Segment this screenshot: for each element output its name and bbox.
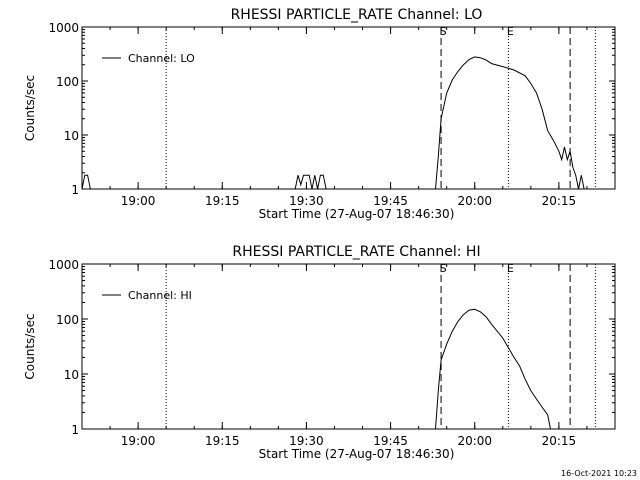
- chart-2-legend-label-0: Channel: HI: [128, 289, 192, 302]
- chart-1-xtick-label-0: 19:00: [121, 194, 156, 208]
- chart-1-ytick-label-2: 100: [56, 75, 79, 89]
- chart-1-xlabel: Start Time (27-Aug-07 18:46:30): [259, 207, 455, 221]
- chart-2-ylabel: Counts/sec: [23, 313, 37, 379]
- chart-2-title: RHESSI PARTICLE_RATE Channel: HI: [232, 244, 480, 260]
- chart-2-ytick-label-0: 1: [71, 423, 79, 437]
- chart-1-vline-label-1: S: [440, 25, 447, 38]
- chart-2: RHESSI PARTICLE_RATE Channel: HI 1 10 100 10…: [23, 244, 616, 461]
- chart-1-series-line-0: [81, 56, 585, 190]
- chart-1-ylabel: Counts/sec: [23, 75, 37, 141]
- chart-1-vline-label-2: E: [507, 25, 514, 38]
- chart-2-xtick-label-1: 19:15: [205, 434, 240, 448]
- chart-2-xtick-label-2: 19:30: [289, 434, 324, 448]
- chart-1-ytick-label-3: 1000: [48, 21, 79, 35]
- chart-1-title: RHESSI PARTICLE_RATE Channel: LO: [231, 7, 483, 23]
- chart-2-vline-label-2: E: [507, 262, 514, 275]
- chart-1-xtick-label-5: 20:15: [542, 194, 577, 208]
- chart-2-xtick-label-4: 20:00: [457, 434, 492, 448]
- chart-2-ytick-label-3: 1000: [48, 258, 79, 272]
- chart-1-xtick-label-3: 19:45: [373, 194, 408, 208]
- footer-timestamp: 16-Oct-2021 10:23: [561, 469, 637, 478]
- chart-2-xlabel: Start Time (27-Aug-07 18:46:30): [259, 447, 455, 461]
- chart-1-xtick-label-4: 20:00: [457, 194, 492, 208]
- chart-1: RHESSI PARTICLE_RATE Channel: LO 1 10 100 10…: [23, 7, 616, 221]
- chart-1-legend-label-0: Channel: LO: [128, 52, 195, 65]
- chart-2-series-line-0: [435, 308, 551, 430]
- chart-1-ytick-label-0: 1: [71, 183, 79, 197]
- chart-1-xtick-label-2: 19:30: [289, 194, 324, 208]
- chart-2-vline-label-1: S: [440, 262, 447, 275]
- chart-1-xtick-label-1: 19:15: [205, 194, 240, 208]
- chart-2-xtick-label-3: 19:45: [373, 434, 408, 448]
- chart-2-xtick-label-5: 20:15: [542, 434, 577, 448]
- chart-2-frame: [81, 263, 616, 430]
- chart-2-xtick-label-0: 19:00: [121, 434, 156, 448]
- chart-2-ytick-label-1: 10: [64, 368, 79, 382]
- chart-2-ytick-label-2: 100: [56, 313, 79, 327]
- chart-1-ytick-label-1: 10: [64, 129, 79, 143]
